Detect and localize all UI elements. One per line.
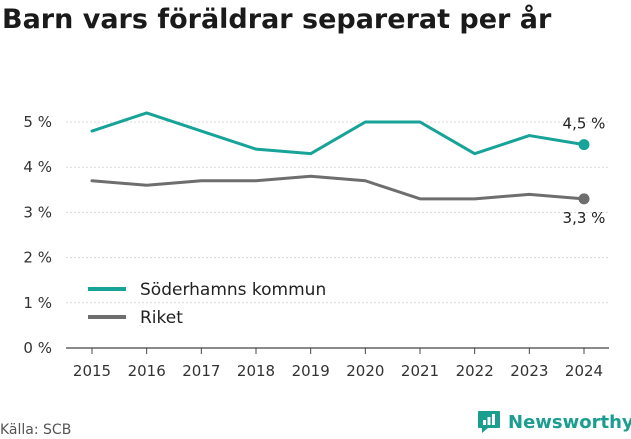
- brand-logo: Newsworthy: [476, 409, 631, 435]
- brand-name: Newsworthy: [508, 411, 631, 433]
- x-tick-label: 2022: [456, 362, 494, 380]
- x-tick-label: 2016: [128, 362, 166, 380]
- gridlines: [66, 121, 609, 349]
- x-tick-label: 2018: [237, 362, 275, 380]
- series-lines: 4,5 % 3,3 %: [90, 111, 606, 227]
- x-tick-label: 2021: [401, 362, 439, 380]
- y-axis-ticks: 0 % 1 % 2 % 3 % 4 % 5 %: [23, 113, 52, 357]
- source-note: Källa: SCB: [0, 422, 72, 438]
- series-end-point: [578, 193, 590, 205]
- series-line: [90, 174, 586, 201]
- y-tick-label: 3 %: [23, 203, 52, 221]
- x-tick-label: 2017: [182, 362, 220, 380]
- chart-title: Barn vars föräldrar separerat per år: [2, 4, 552, 35]
- series-line: [90, 111, 586, 156]
- x-tick-label: 2019: [292, 362, 330, 380]
- legend-label: Riket: [140, 308, 183, 328]
- x-tick-label: 2015: [73, 362, 111, 380]
- x-tick-label: 2023: [510, 362, 548, 380]
- x-tick-label: 2024: [565, 362, 603, 380]
- x-tick-label: 2020: [346, 362, 384, 380]
- newsworthy-logo-icon: [478, 411, 500, 433]
- y-tick-label: 1 %: [23, 294, 52, 312]
- legend-label: Söderhamns kommun: [140, 280, 326, 300]
- series-end-label: 3,3 %: [563, 209, 606, 227]
- series-end-label: 4,5 %: [563, 115, 606, 133]
- y-tick-label: 0 %: [23, 339, 52, 357]
- y-tick-label: 4 %: [23, 158, 52, 176]
- y-tick-label: 5 %: [23, 113, 52, 131]
- legend: Söderhamns kommun Riket: [88, 280, 326, 328]
- x-axis: 2015 2016 2017 2018 2019 2020 2021 2022 2023 2024: [73, 348, 603, 380]
- y-tick-label: 2 %: [23, 249, 52, 267]
- series-end-point: [578, 139, 590, 151]
